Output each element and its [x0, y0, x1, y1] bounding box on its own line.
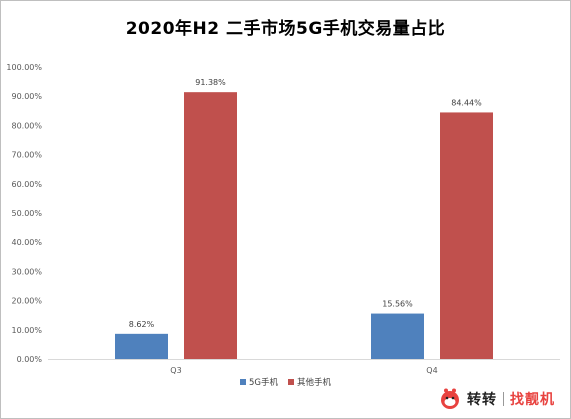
y-tick-label: 80.00% [11, 121, 42, 130]
legend-label-5g: 5G手机 [248, 378, 278, 388]
legend-label-other: 其他手机 [296, 378, 331, 388]
watermark-separator [503, 392, 504, 406]
y-tick-label: 0.00% [17, 355, 43, 364]
y-tick-label: 70.00% [11, 151, 42, 160]
y-tick-label: 90.00% [11, 92, 42, 101]
data-label: 91.38% [195, 78, 226, 87]
x-tick-label: Q3 [170, 366, 181, 375]
x-tick-label: Q4 [426, 366, 437, 375]
bar-5g-q4 [371, 313, 424, 359]
legend-swatch-5g [239, 379, 246, 385]
legend-item-other: 其他手机 [287, 376, 331, 388]
data-label: 84.44% [451, 98, 482, 107]
bar-other-q4 [440, 112, 493, 359]
watermark-brand-zhaoliangji: 找靓机 [510, 392, 555, 408]
mascot-icon [441, 388, 459, 409]
y-tick-label: 10.00% [11, 326, 42, 335]
data-label: 8.62% [129, 320, 155, 329]
legend-swatch-other [287, 379, 294, 385]
legend: 5G手机 其他手机 [0, 375, 571, 389]
watermark-brand-zhuanzhuan: 转转 [467, 392, 497, 408]
y-tick-label: 40.00% [11, 238, 42, 247]
bar-5g-q3 [115, 333, 168, 359]
bars [115, 92, 493, 359]
y-tick-label: 100.00% [6, 63, 42, 72]
x-axis: Q3 Q4 [48, 359, 560, 375]
y-tick-label: 30.00% [11, 267, 42, 276]
bar-other-q3 [184, 92, 237, 359]
data-label: 15.56% [382, 300, 413, 309]
y-tick-label: 60.00% [11, 180, 42, 189]
watermark-logo: 转转 找靓机 [437, 386, 567, 412]
chart-title: 2020年H2 二手市场5G手机交易量占比 [125, 19, 446, 39]
legend-item-5g: 5G手机 [239, 376, 278, 388]
y-tick-label: 20.00% [11, 297, 42, 306]
y-axis: 0.00% 10.00% 20.00% 30.00% 40.00% 50.00% 60.00… [6, 63, 42, 364]
data-labels: 8.62% 91.38% 15.56% 84.44% [129, 78, 482, 329]
y-tick-label: 50.00% [11, 209, 42, 218]
